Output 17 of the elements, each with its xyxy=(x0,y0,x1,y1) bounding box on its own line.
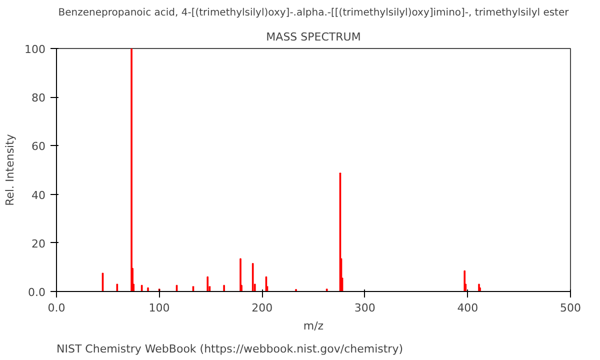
x-tick-label: 400 xyxy=(457,302,478,314)
y-tick-label: 20 xyxy=(32,237,46,250)
chart-subtitle: MASS SPECTRUM xyxy=(266,30,361,44)
y-axis-title: Rel. Intensity xyxy=(4,134,17,206)
y-tick-label: 100 xyxy=(24,43,46,56)
y-tick-label: 80 xyxy=(32,92,46,105)
chart-title: Benzenepropanoic acid, 4-[(trimethylsilyl)oxy]-.alpha.-[[(trimethylsilyl)oxy]imino]-, trimethylsilyl ester xyxy=(58,8,570,18)
x-tick-label: 300 xyxy=(354,302,376,314)
x-tick-label: 200 xyxy=(252,302,273,314)
x-tick-label: 500 xyxy=(560,302,581,314)
x-tick-label: 100 xyxy=(148,302,170,314)
text: NIST Chemistry WebBook (https://webbook.nist.gov/chemistry) xyxy=(56,342,403,356)
y-tick-label: 60 xyxy=(32,140,46,154)
x-axis-title: m/z xyxy=(303,320,324,332)
x-tick-label: 0.0 xyxy=(48,302,66,314)
y-tick-label: 40 xyxy=(32,188,46,202)
y-tick-label: 0.0 xyxy=(28,286,46,299)
